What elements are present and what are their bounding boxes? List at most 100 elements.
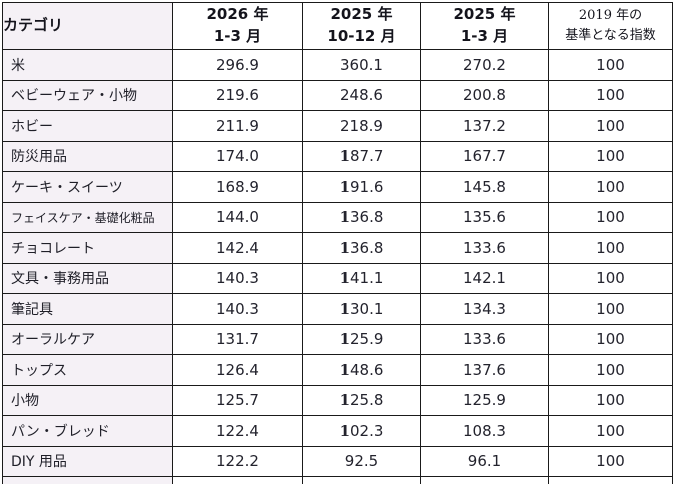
value-cell: 137.6 [420,354,549,386]
category-cell: 筆記具 [2,293,173,325]
header-line-1: 2026 年 [206,5,269,24]
value-cell: 122.4 [172,415,303,447]
value-cell: 211.9 [172,110,303,142]
value-cell: 219.6 [172,79,303,111]
value-cell: 100 [548,262,673,294]
value-cell: 122.2 [172,445,303,477]
value-cell: 102.3 [302,415,421,447]
value-cell: 125.7 [172,384,303,416]
value-cell: 100 [548,140,673,172]
header-line-2: 基準となる指数 [565,28,656,43]
table-row: フェイスケア・基礎化粧品 144.0 136.8 135.6 100 [2,201,673,233]
value-cell: 100 [548,79,673,111]
value-cell: 360.1 [302,49,421,81]
category-cell: DIY 用品 [2,445,173,477]
header-line-2: 10-12 月 [327,27,396,45]
value-cell: 92.5 [302,445,421,477]
table-row: 小物 125.7 125.8 125.9 100 [2,384,673,416]
header-line-2: 1-3 月 [213,27,262,45]
value-cell: 218.9 [302,110,421,142]
value-cell: 96.1 [420,445,549,477]
table-row: チョコレート 142.4 136.8 133.6 100 [2,232,673,264]
value-cell: 270.2 [420,49,549,81]
partial-row [2,476,673,484]
value-cell: 133.6 [420,323,549,355]
value-cell: 108.3 [420,415,549,447]
header-line-2: 1-3 月 [460,27,509,45]
value-cell: 125.9 [302,323,421,355]
header-2026-jan-mar: 2026 年 1-3 月 [172,2,303,50]
table-row: DIY 用品 122.2 92.5 96.1 100 [2,445,673,477]
value-cell: 100 [548,201,673,233]
value-cell: 131.7 [172,323,303,355]
table-row: トップス 126.4 148.6 137.6 100 [2,354,673,386]
table-row: 筆記具 140.3 130.1 134.3 100 [2,293,673,325]
value-cell: 191.6 [302,171,421,203]
category-cell: ベビーウェア・小物 [2,79,173,111]
value-cell: 140.3 [172,293,303,325]
value-cell [420,476,549,484]
value-cell: 148.6 [302,354,421,386]
header-2025-oct-dec: 2025 年 10-12 月 [302,2,421,50]
value-cell: 126.4 [172,354,303,386]
category-cell [2,476,173,484]
table-row: 防災用品 174.0 187.7 167.7 100 [2,140,673,172]
value-cell [548,476,673,484]
header-row: カテゴリ 2026 年 1-3 月 2025 年 10-12 月 2025 年 … [2,2,673,50]
category-cell: ホビー [2,110,173,142]
value-cell: 142.4 [172,232,303,264]
value-cell: 141.1 [302,262,421,294]
value-cell: 100 [548,354,673,386]
table-body: 米 296.9 360.1 270.2 100 ベビーウェア・小物 219.6 248.6 20… [2,49,673,484]
category-cell: チョコレート [2,232,173,264]
header-category: カテゴリ [2,2,173,50]
value-cell: 135.6 [420,201,549,233]
value-cell: 100 [548,323,673,355]
value-cell: 134.3 [420,293,549,325]
category-cell: フェイスケア・基礎化粧品 [2,201,173,233]
category-cell: トップス [2,354,173,386]
value-cell: 125.9 [420,384,549,416]
value-cell: 100 [548,445,673,477]
value-cell: 100 [548,232,673,264]
value-cell: 100 [548,293,673,325]
header-2019-base-index: 2019 年の 基準となる指数 [548,2,673,50]
value-cell: 100 [548,110,673,142]
value-cell: 100 [548,384,673,416]
category-cell: 文具・事務用品 [2,262,173,294]
value-cell: 142.1 [420,262,549,294]
value-cell: 137.2 [420,110,549,142]
value-cell [172,476,303,484]
header-line-1: 2025 年 [453,5,516,24]
value-cell: 200.8 [420,79,549,111]
category-cell: 小物 [2,384,173,416]
value-cell: 100 [548,49,673,81]
table-row: パン・ブレッド 122.4 102.3 108.3 100 [2,415,673,447]
table-row: ベビーウェア・小物 219.6 248.6 200.8 100 [2,79,673,111]
value-cell: 174.0 [172,140,303,172]
category-cell: 防災用品 [2,140,173,172]
value-cell: 144.0 [172,201,303,233]
header-2025-jan-mar: 2025 年 1-3 月 [420,2,549,50]
category-cell: パン・ブレッド [2,415,173,447]
category-cell: 米 [2,49,173,81]
value-cell: 168.9 [172,171,303,203]
value-cell: 130.1 [302,293,421,325]
value-cell: 133.6 [420,232,549,264]
category-cell: オーラルケア [2,323,173,355]
value-cell: 100 [548,171,673,203]
value-cell [302,476,421,484]
table-row: オーラルケア 131.7 125.9 133.6 100 [2,323,673,355]
value-cell: 167.7 [420,140,549,172]
header-line-1: 2019 年の [578,7,643,23]
value-cell: 140.3 [172,262,303,294]
table-row: ホビー 211.9 218.9 137.2 100 [2,110,673,142]
value-cell: 187.7 [302,140,421,172]
table-row: ケーキ・スイーツ 168.9 191.6 145.8 100 [2,171,673,203]
value-cell: 248.6 [302,79,421,111]
header-line-1: 2025 年 [330,5,393,24]
table-row: 文具・事務用品 140.3 141.1 142.1 100 [2,262,673,294]
value-cell: 100 [548,415,673,447]
